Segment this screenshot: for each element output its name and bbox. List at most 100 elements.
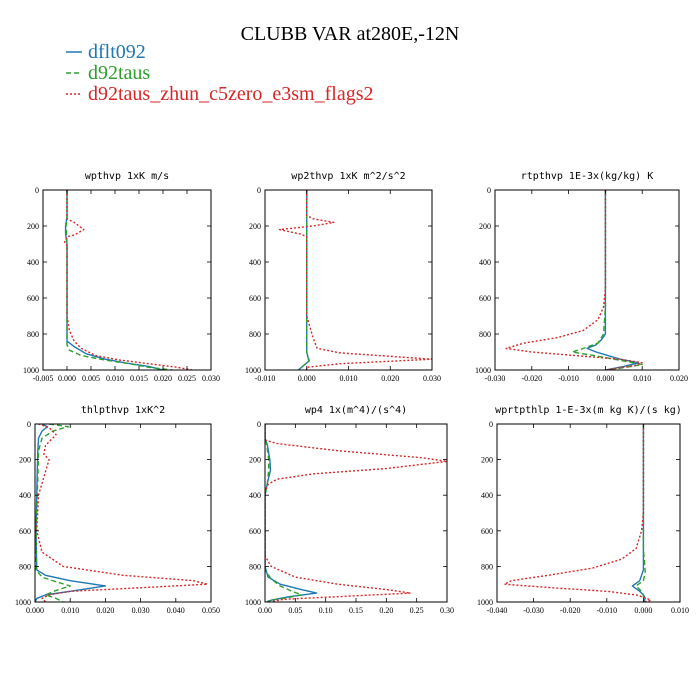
x-tick-label: 0.000 bbox=[298, 374, 316, 383]
y-tick-label: 800 bbox=[19, 562, 31, 571]
y-tick-label: 400 bbox=[249, 491, 261, 500]
y-tick-label: 600 bbox=[249, 294, 261, 303]
y-tick-label: 0 bbox=[487, 186, 491, 195]
series-line-2 bbox=[297, 190, 310, 370]
x-tick-label: 0.020 bbox=[670, 374, 688, 383]
y-tick-label: 1000 bbox=[23, 366, 39, 375]
x-tick-label: 0.15 bbox=[349, 606, 363, 615]
x-tick-label: 0.000 bbox=[634, 606, 652, 615]
series-line-1 bbox=[35, 424, 107, 602]
panel-title: thlpthvp 1xK^2 bbox=[81, 405, 165, 416]
panel-5: wp4 1x(m^4)/(s^4) 0.00 0.05 0.10 0.15 0.20 0.2… bbox=[245, 405, 454, 615]
x-tick-label: 0.010 bbox=[671, 606, 689, 615]
x-tick-label: 0.010 bbox=[106, 374, 124, 383]
panel-title: wp2thvp 1xK m^2/s^2 bbox=[291, 171, 405, 182]
x-tick-label: 0.25 bbox=[410, 606, 424, 615]
x-tick-label: -0.030 bbox=[523, 606, 544, 615]
plot-frame bbox=[264, 189, 433, 371]
panels: wpthvp 1xK m/s-0.005 0.000 0.005 0.010 0.015… bbox=[15, 171, 689, 615]
panel-4: thlpthvp 1xK^2 0.000 0.010 0.020 0.030 0.040 0… bbox=[15, 405, 220, 615]
y-tick-label: 600 bbox=[249, 527, 261, 536]
x-tick-label: 0.005 bbox=[82, 374, 100, 383]
y-tick-label: 800 bbox=[249, 562, 261, 571]
plot-frame bbox=[34, 423, 212, 603]
y-tick-label: 200 bbox=[249, 222, 261, 231]
series-line-2 bbox=[571, 190, 643, 370]
figure-title: CLUBB VAR at280E,-12N bbox=[241, 23, 460, 45]
panel-3: rtpthvp 1E-3x(kg/kg) K -0.030 -0.020 -0.010… bbox=[475, 171, 688, 383]
x-tick-label: 0.30 bbox=[440, 606, 454, 615]
x-tick-label: -0.005 bbox=[33, 374, 54, 383]
x-tick-label: 0.020 bbox=[154, 374, 172, 383]
x-tick-label: -0.020 bbox=[560, 606, 581, 615]
y-tick-label: 200 bbox=[19, 456, 31, 465]
x-tick-label: 0.05 bbox=[288, 606, 302, 615]
legend-label-1: dflt092 bbox=[88, 41, 146, 63]
legend-label-2: d92taus bbox=[88, 62, 150, 84]
panel-2: wp2thvp 1xK m^2/s^2 -0.010 0.000 0.010 0.020… bbox=[245, 171, 441, 383]
panel-title: wpthvp 1xK m/s bbox=[85, 171, 169, 182]
y-tick-label: 0 bbox=[489, 420, 493, 429]
y-tick-label: 600 bbox=[481, 527, 493, 536]
y-tick-label: 200 bbox=[479, 222, 491, 231]
x-tick-label: -0.010 bbox=[596, 606, 617, 615]
x-tick-label: 0.025 bbox=[178, 374, 196, 383]
x-tick-label: -0.010 bbox=[255, 374, 276, 383]
y-tick-label: 1000 bbox=[245, 366, 261, 375]
y-tick-label: 200 bbox=[481, 456, 493, 465]
y-tick-label: 800 bbox=[249, 330, 261, 339]
x-tick-label: 0.20 bbox=[379, 606, 393, 615]
x-tick-label: -0.030 bbox=[485, 374, 506, 383]
x-tick-label: 0.020 bbox=[96, 606, 114, 615]
panel-6: wprtpthlp 1-E-3x(m kg K)/(s kg) -0.040 -0.… bbox=[477, 405, 689, 615]
y-tick-label: 800 bbox=[27, 330, 39, 339]
x-tick-label: -0.040 bbox=[487, 606, 508, 615]
series-line-3 bbox=[503, 424, 652, 602]
y-tick-label: 1000 bbox=[475, 366, 491, 375]
x-tick-label: 0.030 bbox=[202, 374, 220, 383]
series-line-3 bbox=[36, 424, 209, 602]
y-tick-label: 400 bbox=[479, 258, 491, 267]
y-tick-label: 1000 bbox=[245, 598, 261, 607]
y-tick-label: 600 bbox=[19, 527, 31, 536]
series-line-3 bbox=[505, 190, 643, 370]
x-tick-label: 0.010 bbox=[61, 606, 79, 615]
x-tick-label: 0.015 bbox=[130, 374, 148, 383]
x-tick-label: 0.010 bbox=[340, 374, 358, 383]
series-line-2 bbox=[65, 190, 173, 370]
series-line-2 bbox=[635, 424, 646, 602]
x-tick-label: 0.000 bbox=[596, 374, 614, 383]
x-tick-label: 0.000 bbox=[58, 374, 76, 383]
x-tick-label: 0.010 bbox=[633, 374, 651, 383]
plot-frame bbox=[42, 189, 212, 371]
y-tick-label: 200 bbox=[27, 222, 39, 231]
y-tick-label: 400 bbox=[481, 491, 493, 500]
y-tick-label: 800 bbox=[479, 330, 491, 339]
y-tick-label: 400 bbox=[27, 258, 39, 267]
y-tick-label: 1000 bbox=[15, 598, 31, 607]
y-tick-label: 600 bbox=[27, 294, 39, 303]
y-tick-label: 0 bbox=[35, 186, 39, 195]
series-line-2 bbox=[35, 424, 71, 602]
x-tick-label: 0.00 bbox=[258, 606, 272, 615]
y-tick-label: 400 bbox=[19, 491, 31, 500]
series-line-1 bbox=[64, 190, 164, 370]
series-line-3 bbox=[63, 190, 192, 370]
y-tick-label: 0 bbox=[27, 420, 31, 429]
x-tick-label: 0.030 bbox=[423, 374, 441, 383]
x-tick-label: 0.020 bbox=[381, 374, 399, 383]
plot-frame bbox=[496, 423, 681, 603]
plot-frame bbox=[494, 189, 680, 371]
x-tick-label: 0.040 bbox=[167, 606, 185, 615]
y-tick-label: 400 bbox=[249, 258, 261, 267]
series-line-1 bbox=[265, 424, 318, 602]
x-tick-label: -0.020 bbox=[521, 374, 542, 383]
y-tick-label: 0 bbox=[257, 186, 261, 195]
panel-title: wp4 1x(m^4)/(s^4) bbox=[305, 405, 407, 416]
x-tick-label: -0.010 bbox=[558, 374, 579, 383]
series-line-3 bbox=[278, 190, 432, 370]
y-tick-label: 600 bbox=[479, 294, 491, 303]
x-tick-label: 0.030 bbox=[132, 606, 150, 615]
y-tick-label: 200 bbox=[249, 456, 261, 465]
